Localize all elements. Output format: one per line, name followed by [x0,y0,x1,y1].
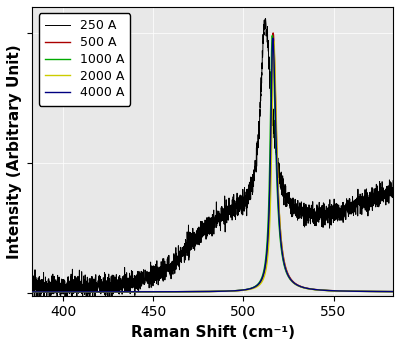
500 A [384,289,388,294]
Y-axis label: Intensity (Arbitrary Unit): Intensity (Arbitrary Unit) [7,44,22,259]
4000 A [30,290,35,294]
500 A [71,290,76,294]
250 A [391,179,396,183]
250 A [71,279,76,283]
500 A [345,289,350,293]
2000 A [345,289,350,293]
Legend: 250 A, 500 A, 1000 A, 2000 A, 4000 A: 250 A, 500 A, 1000 A, 2000 A, 4000 A [39,13,130,106]
2000 A [184,290,189,294]
500 A [391,289,396,294]
1000 A [92,290,97,294]
2000 A [168,290,173,294]
4000 A [184,290,189,294]
250 A [168,263,173,268]
4000 A [92,290,97,294]
2000 A [384,289,388,294]
1000 A [71,290,76,294]
1000 A [184,290,189,294]
500 A [271,31,276,35]
Line: 4000 A: 4000 A [32,38,393,292]
Line: 2000 A: 2000 A [32,41,393,292]
4000 A [270,36,275,40]
2000 A [271,39,276,43]
500 A [168,290,173,294]
4000 A [168,290,173,294]
250 A [184,249,189,254]
1000 A [345,289,350,293]
2000 A [71,290,76,294]
Line: 1000 A: 1000 A [32,36,393,292]
1000 A [30,290,35,294]
500 A [92,290,97,294]
4000 A [345,289,350,293]
X-axis label: Raman Shift (cm⁻¹): Raman Shift (cm⁻¹) [131,325,295,340]
4000 A [384,289,388,294]
1000 A [168,290,173,294]
2000 A [30,290,35,294]
2000 A [391,289,396,294]
250 A [58,302,63,306]
Line: 250 A: 250 A [32,19,393,304]
250 A [384,199,389,203]
500 A [30,290,35,294]
1000 A [270,34,274,38]
4000 A [391,289,396,294]
Line: 500 A: 500 A [32,33,393,292]
4000 A [71,290,76,294]
250 A [263,17,268,21]
250 A [345,209,350,213]
250 A [93,297,98,302]
500 A [184,290,189,294]
250 A [30,284,35,288]
2000 A [92,290,97,294]
1000 A [391,289,396,294]
1000 A [384,289,388,294]
